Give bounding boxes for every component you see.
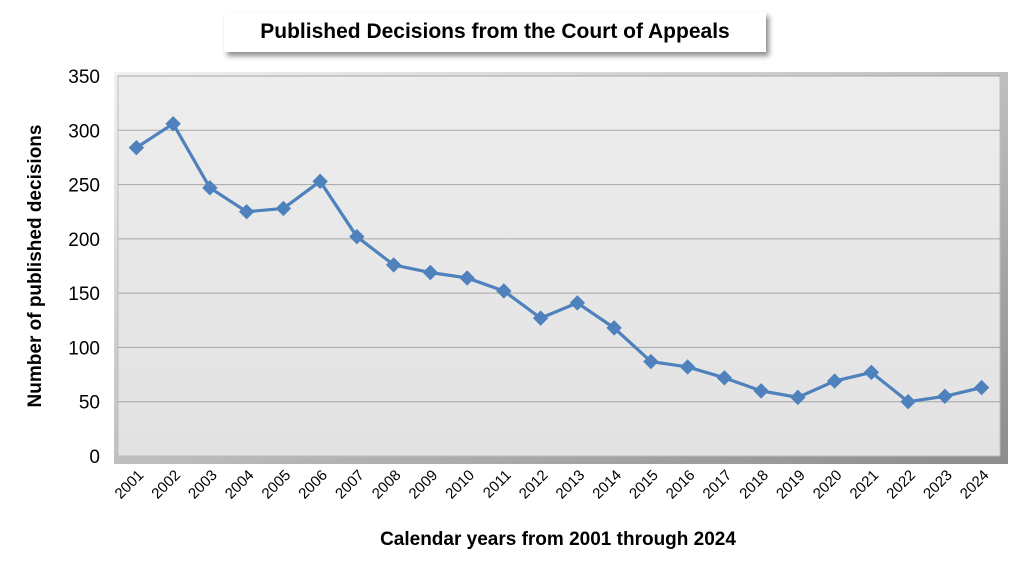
data-point-marker	[349, 228, 365, 245]
y-tick-label: 0	[89, 447, 100, 468]
data-point-marker	[496, 283, 512, 299]
data-point-marker	[900, 394, 916, 410]
series-group	[128, 116, 990, 410]
data-point-marker	[165, 116, 181, 132]
data-point-marker	[937, 388, 953, 404]
data-point-marker	[385, 257, 402, 273]
x-axis-title: Calendar years from 2001 through 2024	[380, 529, 736, 550]
x-tick-label: 2009	[406, 467, 442, 503]
x-tick-label: 2016	[663, 467, 699, 503]
x-tick-label: 2021	[847, 467, 883, 503]
x-tick-label: 2017	[700, 467, 736, 503]
plot-area	[117, 75, 1001, 457]
data-point-marker	[312, 173, 328, 190]
x-tick-label: 2018	[736, 467, 772, 503]
data-point-marker	[826, 373, 843, 389]
x-tick-label: 2014	[589, 467, 625, 503]
x-tick-label: 2008	[369, 467, 405, 503]
x-tick-label: 2023	[920, 467, 956, 503]
y-tick-label: 100	[68, 338, 100, 359]
y-tick-label: 50	[79, 393, 100, 414]
data-point-marker	[459, 270, 475, 286]
data-point-marker	[716, 370, 733, 386]
data-point-marker	[973, 379, 990, 396]
chart-title: Published Decisions from the Court of Ap…	[260, 20, 730, 43]
y-tick-label: 350	[68, 67, 100, 88]
x-tick-label: 2015	[626, 467, 662, 503]
x-tick-label: 2010	[442, 467, 478, 503]
y-axis-title: Number of published decisions	[25, 125, 46, 408]
data-point-marker	[275, 200, 292, 217]
x-tick-label: 2001	[112, 467, 148, 503]
gridlines	[118, 75, 1000, 403]
data-point-marker	[422, 264, 439, 281]
data-point-marker	[790, 389, 806, 406]
x-tick-label: 2004	[222, 467, 258, 503]
chart-title-box: Published Decisions from the Court of Ap…	[224, 12, 766, 52]
x-tick-label: 2013	[553, 467, 589, 503]
data-point-marker	[569, 295, 586, 311]
y-axis-ticks: 0 50 100 150 200 250 300 350	[68, 67, 100, 468]
data-point-marker	[532, 310, 549, 326]
data-point-marker	[128, 139, 145, 156]
y-tick-label: 150	[68, 284, 100, 305]
data-point-marker	[643, 353, 659, 370]
x-tick-label: 2024	[957, 467, 993, 503]
x-tick-label: 2011	[480, 467, 515, 502]
data-point-marker	[679, 359, 696, 375]
x-tick-label: 2003	[185, 467, 221, 503]
y-tick-label: 250	[68, 176, 100, 197]
plot-frame	[114, 72, 1008, 464]
x-axis-ticks: 2001 2002 2003 2004 2005 2006 2007 2008 2009 2010…	[112, 467, 993, 503]
data-point-marker	[202, 180, 218, 196]
x-tick-label: 2019	[773, 467, 809, 503]
x-tick-label: 2002	[148, 467, 184, 503]
data-point-marker	[238, 204, 255, 220]
y-tick-label: 300	[68, 121, 100, 142]
x-tick-label: 2005	[259, 467, 295, 503]
y-tick-label: 200	[68, 230, 100, 251]
data-point-marker	[753, 383, 769, 399]
x-tick-label: 2012	[516, 467, 552, 503]
data-point-marker	[606, 320, 622, 336]
data-point-marker	[863, 364, 880, 381]
x-tick-label: 2022	[883, 467, 919, 503]
x-tick-label: 2006	[295, 467, 331, 503]
x-tick-label: 2007	[332, 467, 368, 503]
x-tick-label: 2020	[810, 467, 846, 503]
